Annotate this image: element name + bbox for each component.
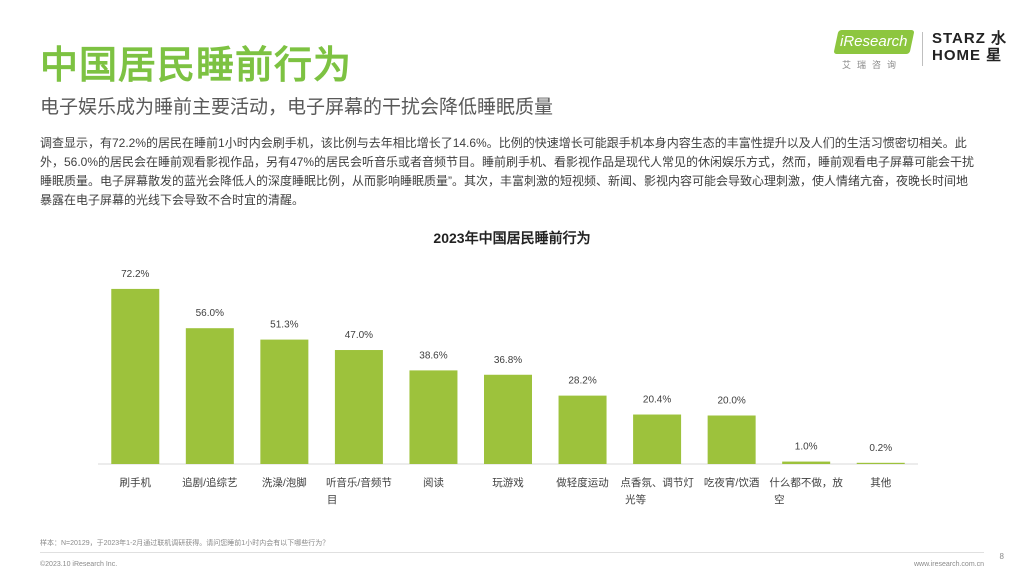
bar-1 [185, 328, 234, 464]
data-label-5: 36.8% [494, 355, 522, 366]
category-label-7-line-1: 光等 [625, 493, 646, 506]
bar-9 [782, 461, 831, 464]
category-label-3-line-1: 目 [327, 494, 338, 506]
chart-title: 2023年中国居民睡前行为 [433, 230, 591, 246]
data-label-9: 1.0% [795, 442, 818, 453]
website-text: www.iresearch.com.cn [913, 561, 984, 568]
category-label-9-line-0: 什么都不做，放 [769, 476, 843, 489]
page-number: 8 [999, 552, 1004, 561]
summary-paragraph: 调查显示，有72.2%的居民在睡前1小时内会刷手机，该比例与去年相比增长了14.… [40, 136, 975, 207]
category-label-4: 阅读 [423, 476, 444, 489]
data-label-1: 56.0% [196, 308, 224, 319]
page-title: 中国居民睡前行为 [40, 45, 353, 87]
data-label-0: 72.2% [121, 269, 149, 280]
data-label-3: 47.0% [345, 330, 373, 341]
bar-8 [707, 415, 756, 464]
copyright-text: ©2023.10 iResearch Inc. [40, 561, 118, 568]
iresearch-logo: iResearch 艾瑞咨询 [833, 30, 915, 70]
data-label-7: 20.4% [643, 395, 671, 406]
category-label-3-line-0: 听音乐/音频节 [326, 476, 392, 489]
data-label-4: 38.6% [419, 350, 447, 361]
category-label-0: 刷手机 [120, 476, 152, 489]
starz-logo-line-1: STARZ 水 [932, 30, 1008, 47]
bar-4 [409, 370, 458, 464]
page-subtitle: 电子娱乐成为睡前主要活动，电子屏幕的干扰会降低睡眠质量 [40, 97, 554, 118]
data-label-10: 0.2% [869, 443, 892, 454]
bar-3 [334, 350, 383, 464]
category-label-10: 其他 [870, 476, 891, 489]
iresearch-logo-text: iResearch [840, 33, 908, 50]
bar-7 [633, 414, 682, 464]
data-label-6: 28.2% [568, 376, 596, 387]
logo-divider [922, 32, 923, 66]
category-label-8: 吃夜宵/饮酒 [704, 476, 760, 489]
iresearch-logo-subtext: 艾瑞咨询 [842, 60, 903, 70]
bar-10 [856, 462, 905, 464]
bar-0 [111, 288, 160, 464]
footer-divider [40, 552, 984, 553]
category-label-6: 做轻度运动 [556, 476, 609, 489]
starz-home-logo: STARZ 水 HOME 星 [932, 30, 1018, 64]
starz-logo-line-2: HOME 星 [932, 47, 1003, 64]
bar-5 [484, 374, 532, 464]
data-label-2: 51.3% [270, 320, 298, 331]
category-label-9-line-1: 空 [774, 493, 785, 506]
category-label-7-line-0: 点香氛、调节灯 [620, 476, 694, 489]
category-label-1: 追剧/追综艺 [182, 476, 237, 489]
data-label-8: 20.0% [717, 396, 745, 407]
sample-note: 样本：N=20129，于2023年1-2月通过联机调研获得。请问您睡前1小时内会… [40, 540, 330, 547]
category-label-2: 洗澡/泡脚 [262, 476, 307, 489]
bar-6 [558, 395, 607, 464]
bar-2 [260, 339, 309, 464]
category-label-5: 玩游戏 [492, 476, 524, 489]
